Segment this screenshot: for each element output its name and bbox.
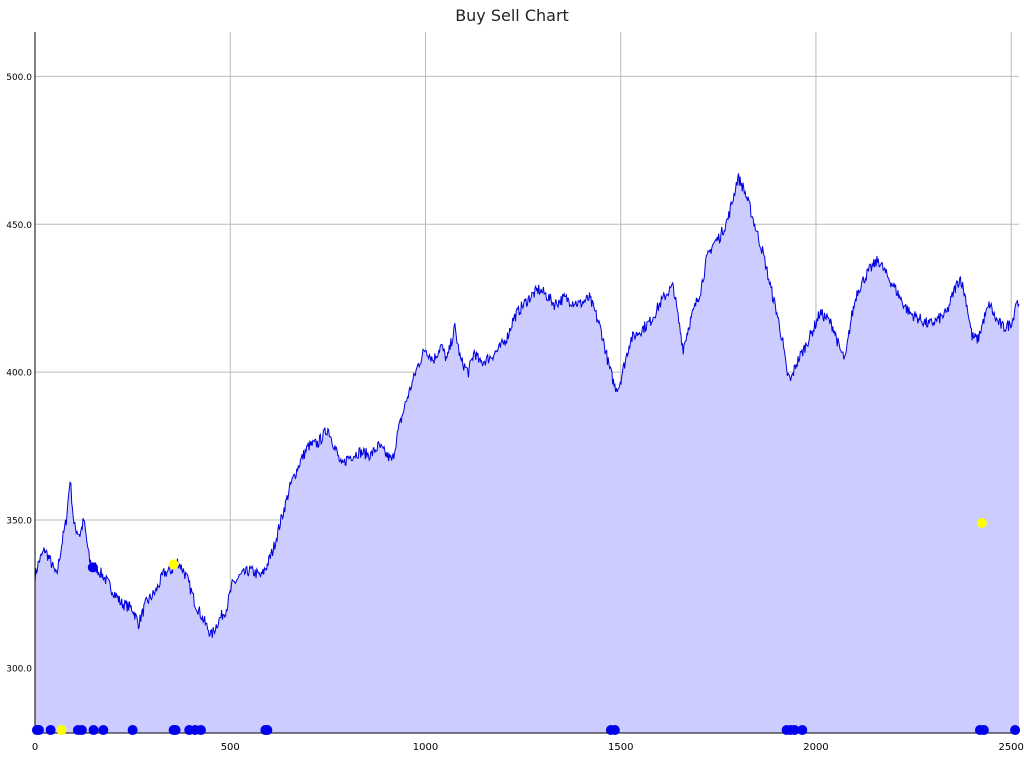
series-area	[34, 173, 1020, 733]
buy-marker	[127, 725, 138, 736]
buy-marker	[170, 725, 181, 736]
y-tick-label: 350.0	[6, 517, 32, 527]
sell-marker	[56, 725, 67, 736]
x-tick-label: 500	[221, 742, 240, 753]
buy-marker	[88, 725, 99, 736]
x-tick-label: 2500	[998, 742, 1023, 753]
buy-marker	[978, 725, 989, 736]
buy-marker	[45, 725, 56, 736]
x-tick-label: 0	[32, 742, 38, 753]
sell-marker	[976, 517, 987, 528]
buy-marker	[609, 725, 620, 736]
series-line	[34, 173, 1020, 638]
buy-marker	[1010, 725, 1021, 736]
buy-marker	[87, 562, 98, 573]
y-tick-label: 300.0	[6, 664, 32, 674]
y-tick-label: 450.0	[6, 221, 32, 231]
series-fill	[35, 173, 1019, 733]
y-tick-label: 400.0	[6, 369, 32, 379]
x-tick-label: 1500	[608, 742, 633, 753]
x-tick-label: 1000	[413, 742, 438, 753]
buy-marker	[76, 725, 87, 736]
chart-title: Buy Sell Chart	[455, 6, 569, 25]
buy-marker	[262, 725, 273, 736]
buy-marker	[33, 725, 44, 736]
x-tick-labels: 0 500 1000 1500 2000 2500	[32, 742, 1024, 753]
trade-markers	[31, 517, 1021, 736]
y-tick-label: 500.0	[6, 73, 32, 83]
buy-marker	[789, 725, 800, 736]
y-tick-labels: 300.0 350.0 400.0 450.0 500.0	[6, 73, 32, 675]
sell-marker	[168, 559, 179, 570]
x-tick-label: 2000	[803, 742, 828, 753]
buy-marker	[98, 725, 109, 736]
buy-marker	[797, 725, 808, 736]
buy-marker	[195, 725, 206, 736]
